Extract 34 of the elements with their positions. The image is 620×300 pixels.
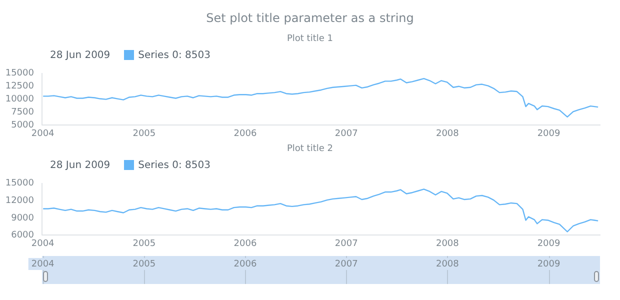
x-tick-label: 2009 (537, 128, 560, 139)
x-tick-label: 2006 (234, 128, 257, 139)
y-tick-label: 5000 (11, 120, 34, 131)
legend-title: 28 Jun 2009 (50, 160, 110, 170)
x2-tick-label: 2004 (31, 260, 55, 270)
y-tick-label: 9000 (11, 213, 34, 224)
x-tick-label: 2007 (334, 238, 358, 249)
x2-tick-label: 2006 (234, 260, 257, 270)
x-tick-label: 2009 (537, 238, 560, 249)
x2-tick-label: 2005 (132, 260, 156, 270)
x-tick-label: 2008 (436, 238, 460, 249)
y-tick-label: 12000 (5, 196, 34, 206)
x-tick-label: 2007 (334, 128, 358, 139)
x2-tick-label: 2009 (537, 260, 560, 270)
legend-label: Series 0: 8503 (138, 160, 210, 170)
y-tick-label: 10000 (5, 94, 34, 105)
x-tick-label: 2006 (234, 238, 257, 249)
y-tick-label: 6000 (11, 230, 34, 241)
chart-subtitle: Plot title 2 (286, 143, 334, 156)
chart-subtitle: Plot title 1 (286, 33, 334, 46)
y-tick-label: 7500 (11, 108, 34, 118)
x2-tick-label: 2007 (334, 260, 358, 270)
chart-title: Set plot title parameter as a string (205, 10, 415, 27)
x-tick-label: 2008 (436, 128, 460, 139)
y-tick-label: 15000 (5, 68, 34, 79)
x2-tick-label: 2008 (436, 260, 460, 270)
x-tick-label: 2005 (132, 128, 156, 139)
legend-title: 28 Jun 2009 (50, 50, 110, 60)
y-tick-label: 15000 (5, 178, 34, 189)
legend-label: Series 0: 8503 (138, 50, 210, 60)
x-tick-label: 2004 (31, 128, 55, 139)
x-tick-label: 2004 (31, 238, 55, 249)
x-tick-label: 2005 (132, 238, 156, 249)
y-tick-label: 12500 (5, 82, 34, 92)
